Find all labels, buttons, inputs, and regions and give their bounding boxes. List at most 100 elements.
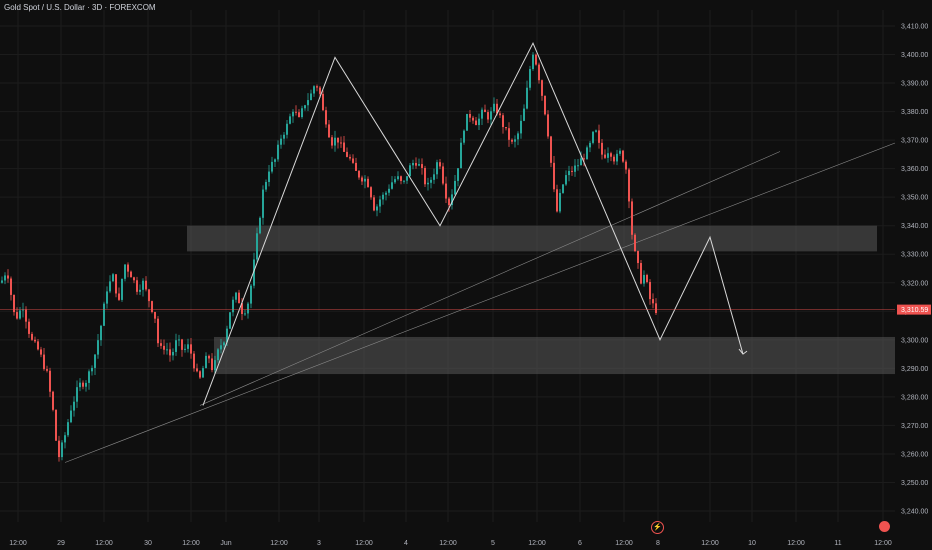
- candle-body: [373, 197, 375, 211]
- candle-body: [226, 328, 228, 343]
- candle-body: [433, 174, 435, 180]
- candle-body: [214, 360, 216, 371]
- candle-body: [643, 274, 645, 284]
- candle-body: [655, 303, 657, 314]
- candle-body: [538, 64, 540, 81]
- y-tick-label: 3,260.00: [901, 451, 928, 458]
- x-tick-label: 8: [656, 540, 660, 547]
- candle-body: [82, 382, 84, 387]
- candle-body: [97, 340, 99, 355]
- candle-body: [61, 442, 63, 458]
- candle-body: [604, 154, 606, 158]
- candle-body: [340, 142, 342, 144]
- candle-body: [616, 153, 618, 162]
- candle-body: [205, 355, 207, 369]
- candle-body: [403, 180, 405, 182]
- candle-body: [460, 142, 462, 169]
- candle-body: [364, 178, 366, 182]
- arrow-head-icon: [738, 348, 748, 355]
- candle-body: [280, 138, 282, 145]
- candle-body: [79, 382, 81, 388]
- x-tick-label: 12:00: [528, 540, 546, 547]
- candle-body: [592, 131, 594, 143]
- candle-body: [94, 354, 96, 368]
- candle-body: [619, 150, 621, 154]
- candle-body: [13, 294, 15, 313]
- y-tick-label: 3,240.00: [901, 509, 928, 516]
- candle-body: [436, 162, 438, 175]
- candle-body: [511, 139, 513, 142]
- candle-body: [193, 353, 195, 369]
- candle-body: [190, 344, 192, 354]
- candle-body: [430, 179, 432, 183]
- x-tick-label: 12:00: [787, 540, 805, 547]
- candle-body: [475, 120, 477, 126]
- candle-body: [466, 113, 468, 131]
- x-tick-label: 12:00: [701, 540, 719, 547]
- x-tick-label: 6: [578, 540, 582, 547]
- candle-body: [124, 264, 126, 279]
- lightning-icon[interactable]: ⚡: [651, 521, 664, 534]
- candle-body: [10, 278, 12, 295]
- candle-body: [163, 345, 165, 350]
- candle-body: [532, 54, 534, 70]
- candle-body: [625, 161, 627, 170]
- candle-body: [241, 303, 243, 315]
- y-tick-label: 3,300.00: [901, 337, 928, 344]
- candle-body: [223, 342, 225, 346]
- candle-body: [571, 170, 573, 172]
- candle-body: [4, 275, 6, 281]
- candle-body: [313, 86, 315, 94]
- candle-body: [253, 259, 255, 286]
- y-tick-label: 3,400.00: [901, 52, 928, 59]
- event-flag-icon[interactable]: [879, 521, 890, 532]
- candle-body: [559, 192, 561, 212]
- candle-body: [235, 292, 237, 300]
- candle-body: [19, 310, 21, 319]
- candle-body: [49, 370, 51, 392]
- candle-body: [541, 80, 543, 96]
- candle-body: [109, 281, 111, 292]
- candle-body: [562, 184, 564, 193]
- candle-body: [631, 201, 633, 235]
- y-tick-label: 3,280.00: [901, 394, 928, 401]
- candle-body: [259, 217, 261, 234]
- candle-body: [487, 112, 489, 120]
- candle-body: [331, 137, 333, 146]
- candle-body: [601, 142, 603, 155]
- candle-body: [415, 162, 417, 166]
- candle-body: [646, 274, 648, 283]
- candle-body: [583, 158, 585, 160]
- y-tick-label: 3,390.00: [901, 81, 928, 88]
- candle-body: [76, 387, 78, 402]
- candle-body: [121, 278, 123, 300]
- candle-body: [289, 116, 291, 124]
- candle-body: [394, 179, 396, 183]
- candle-body: [607, 153, 609, 158]
- candle-body: [172, 351, 174, 356]
- candle-body: [457, 168, 459, 181]
- candle-body: [568, 170, 570, 176]
- candle-body: [70, 410, 72, 423]
- candle-body: [499, 113, 501, 116]
- candle-body: [388, 188, 390, 193]
- candle-body: [574, 165, 576, 172]
- candle-body: [58, 440, 60, 458]
- candle-body: [514, 139, 516, 142]
- candle-body: [274, 159, 276, 162]
- candle-body: [325, 110, 327, 125]
- candle-body: [307, 100, 309, 106]
- candle-body: [196, 368, 198, 372]
- candle-body: [208, 355, 210, 359]
- candle-body: [184, 348, 186, 350]
- x-tick-label: 12:00: [270, 540, 288, 547]
- candle-body: [103, 303, 105, 326]
- candle-body: [334, 137, 336, 146]
- candle-body: [649, 282, 651, 300]
- candle-body: [136, 280, 138, 292]
- candle-body: [229, 312, 231, 329]
- candle-body: [142, 280, 144, 290]
- candle-body: [298, 112, 300, 118]
- x-tick-label: 5: [491, 540, 495, 547]
